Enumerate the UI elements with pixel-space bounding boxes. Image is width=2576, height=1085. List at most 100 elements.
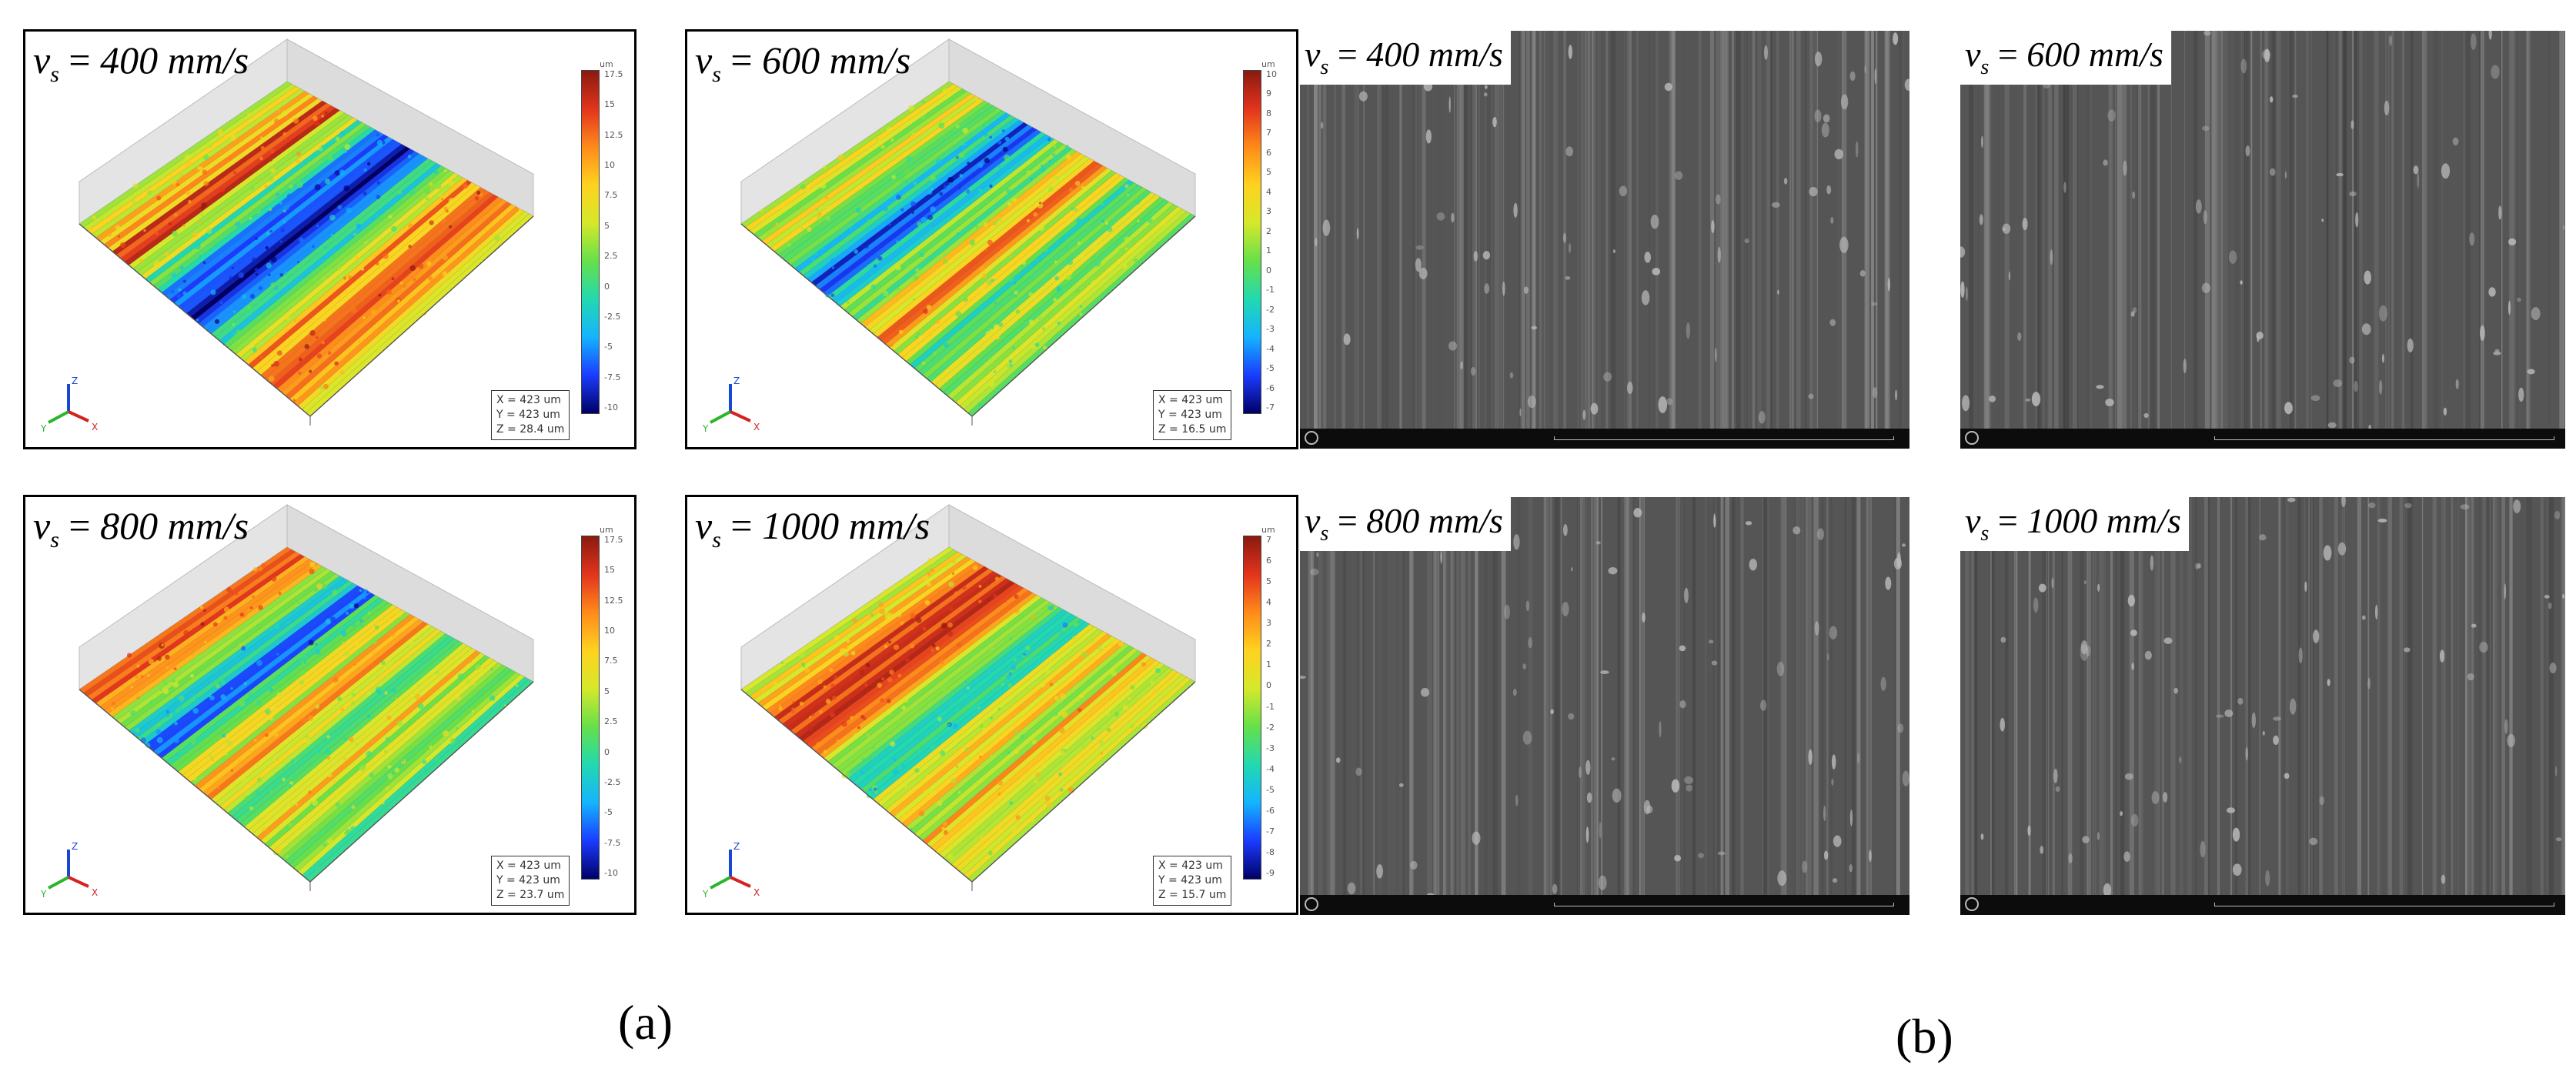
svg-text:Z: Z bbox=[72, 376, 78, 386]
colorbar-tick: 10 bbox=[604, 626, 615, 636]
colorbar-tick: 7 bbox=[1266, 128, 1271, 139]
colorbar-tick: -7.5 bbox=[604, 837, 621, 848]
colorbar-tick: -2.5 bbox=[604, 776, 621, 787]
colorbar-tick: -6 bbox=[1266, 382, 1275, 393]
colorbar-tick: 17.5 bbox=[604, 69, 623, 79]
surface-profile-panel-800: vs = 800 mm/s um 17.5 15 12.5 10 7.5 5 2.5 0 -2.… bbox=[23, 495, 636, 915]
surface-stripes bbox=[740, 546, 1196, 883]
colorbar bbox=[581, 70, 600, 414]
colorbar-tick: 9 bbox=[1266, 88, 1271, 99]
sem-data-bar bbox=[1300, 895, 1909, 915]
colorbar-tick: 0 bbox=[1266, 680, 1271, 691]
colorbar-tick: -10 bbox=[604, 868, 618, 878]
colorbar-tick: -3 bbox=[1266, 324, 1275, 335]
svg-text:Y: Y bbox=[702, 889, 709, 900]
colorbar-ticks: 17.5 15 12.5 10 7.5 5 2.5 0 -2.5 -5 -7.5 -10 bbox=[604, 69, 634, 412]
groove-texture bbox=[1960, 31, 2565, 449]
svg-text:Y: Y bbox=[702, 423, 709, 434]
colorbar-tick: 2 bbox=[1266, 639, 1271, 649]
speed-label: vs = 400 mm/s bbox=[1300, 31, 1511, 85]
speed-label: vs = 800 mm/s bbox=[33, 504, 249, 553]
colorbar-tick: 1 bbox=[1266, 659, 1271, 670]
colorbar-tick: -1 bbox=[1266, 701, 1275, 712]
surface-stripes bbox=[740, 81, 1196, 417]
axis-triad-icon: Z Y X bbox=[40, 376, 98, 434]
surface-plot bbox=[740, 38, 1196, 426]
groove-texture bbox=[1965, 497, 2565, 915]
colorbar-unit: um bbox=[600, 59, 613, 69]
colorbar-tick: 10 bbox=[604, 160, 615, 171]
instrument-logo-icon bbox=[1305, 897, 1318, 911]
sem-micrograph bbox=[1300, 31, 1909, 449]
colorbar-tick: 6 bbox=[1266, 147, 1271, 158]
colorbar-tick: -8 bbox=[1266, 846, 1275, 857]
colorbar-tick: 7.5 bbox=[604, 656, 618, 666]
colorbar-tick: 0 bbox=[604, 746, 610, 757]
colorbar-tick: -2 bbox=[1266, 304, 1275, 315]
colorbar-tick: 7.5 bbox=[604, 190, 618, 201]
svg-text:Z: Z bbox=[733, 376, 740, 386]
axis-triad-icon: Z Y X bbox=[702, 376, 760, 434]
colorbar-tick: 12.5 bbox=[604, 595, 623, 606]
instrument-logo-icon bbox=[1305, 431, 1318, 445]
colorbar-tick: -5 bbox=[1266, 363, 1275, 374]
colorbar-tick: -5 bbox=[1266, 784, 1275, 795]
surface-plot bbox=[79, 504, 534, 891]
colorbar-unit: um bbox=[600, 525, 613, 535]
sem-data-bar bbox=[1960, 429, 2565, 449]
scale-bar bbox=[2214, 436, 2554, 440]
speed-label: vs = 400 mm/s bbox=[33, 38, 249, 87]
sem-image-panel-400: vs = 400 mm/s bbox=[1300, 31, 1909, 449]
instrument-logo-icon bbox=[1965, 431, 1979, 445]
svg-text:X: X bbox=[92, 422, 98, 432]
sem-data-bar bbox=[1960, 895, 2565, 915]
colorbar-tick: -7 bbox=[1266, 402, 1275, 412]
colorbar-ticks: 10 9 8 7 6 5 4 3 2 1 0 -1 -2 -3 -4 -5 -6 -7 bbox=[1266, 70, 1296, 412]
colorbar-tick: 5 bbox=[1266, 576, 1271, 587]
colorbar-tick: -9 bbox=[1266, 868, 1275, 878]
groove-texture bbox=[1307, 31, 1909, 449]
colorbar-tick: 0 bbox=[1266, 265, 1271, 275]
surface-stripes bbox=[79, 81, 534, 417]
colorbar-tick: 2 bbox=[1266, 225, 1271, 236]
surface-profile-panel-600: vs = 600 mm/s um 10 9 8 7 6 5 4 3 2 1 0 -1 -2 -3 -4 -5-… bbox=[685, 29, 1298, 449]
axis-triad-icon: Z Y X bbox=[40, 841, 98, 900]
sem-micrograph bbox=[1960, 31, 2565, 449]
coordinate-readout: X = 423 um Y = 423 um Z = 23.7 um bbox=[491, 856, 570, 906]
colorbar-tick: -2.5 bbox=[604, 311, 621, 322]
colorbar-tick: -5 bbox=[604, 342, 613, 352]
colorbar-tick: 5 bbox=[1266, 167, 1271, 178]
svg-text:X: X bbox=[753, 422, 760, 432]
sem-micrograph bbox=[1960, 497, 2565, 915]
colorbar-tick: -10 bbox=[604, 402, 618, 412]
colorbar-tick: 4 bbox=[1266, 186, 1271, 197]
colorbar-tick: -4 bbox=[1266, 343, 1275, 354]
surface-stripes bbox=[79, 546, 534, 883]
colorbar-unit: um bbox=[1261, 59, 1275, 69]
colorbar-tick: 15 bbox=[604, 99, 615, 110]
svg-text:Z: Z bbox=[72, 841, 78, 852]
colorbar-tick: 7 bbox=[1266, 535, 1271, 545]
scale-bar bbox=[1554, 436, 1894, 440]
axis-triad-icon: Z Y X bbox=[702, 841, 760, 900]
sem-micrograph bbox=[1300, 497, 1909, 915]
svg-text:X: X bbox=[753, 887, 760, 898]
surface-plot bbox=[79, 38, 534, 426]
svg-text:Z: Z bbox=[733, 841, 740, 852]
colorbar-tick: 6 bbox=[1266, 556, 1271, 566]
colorbar bbox=[1243, 70, 1261, 414]
speed-label: vs = 1000 mm/s bbox=[695, 504, 931, 553]
coordinate-readout: X = 423 um Y = 423 um Z = 15.7 um bbox=[1153, 856, 1232, 906]
colorbar-tick: 3 bbox=[1266, 618, 1271, 629]
colorbar-ticks: 17.5 15 12.5 10 7.5 5 2.5 0 -2.5 -5 -7.5 -10 bbox=[604, 536, 634, 878]
colorbar-tick: -6 bbox=[1266, 805, 1275, 816]
svg-text:Y: Y bbox=[40, 423, 47, 434]
surface-plot bbox=[740, 504, 1196, 891]
scale-bar bbox=[2214, 903, 2554, 906]
colorbar-tick: 12.5 bbox=[604, 129, 623, 140]
colorbar-tick: 5 bbox=[604, 686, 610, 696]
surface-profile-panel-400: vs = 400 mm/s um 17.5 15 12.5 10 7.5 5 2.5 0 -2.… bbox=[23, 29, 636, 449]
surface-profile-panel-1000: vs = 1000 mm/s um 7 6 5 4 3 2 1 0 -1 -2 -3 -4 -5 -6 -7… bbox=[685, 495, 1298, 915]
colorbar bbox=[581, 536, 600, 880]
coordinate-readout: X = 423 um Y = 423 um Z = 16.5 um bbox=[1153, 390, 1232, 440]
